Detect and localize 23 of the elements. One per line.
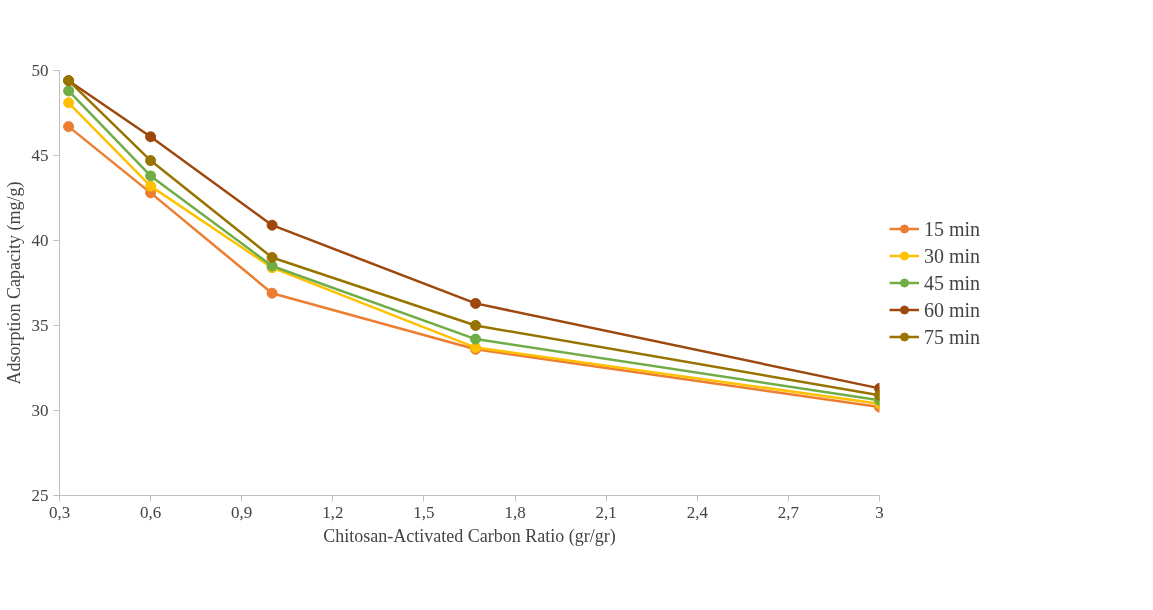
x-tick-label: 0,3 [48, 502, 71, 522]
x-tick-label: 2,1 [595, 502, 617, 522]
y-tick-label: 45 [31, 146, 49, 165]
x-tick-label: 2,4 [686, 502, 709, 522]
legend-label: 30 min [924, 244, 981, 267]
x-tick-label: 0,6 [139, 502, 162, 522]
y-tick-label: 35 [31, 316, 49, 335]
x-tick-label: 0,9 [231, 502, 253, 522]
y-tick-label: 25 [31, 486, 49, 505]
legend-label: 60 min [924, 298, 981, 321]
legend-label: 15 min [924, 217, 981, 240]
x-tick-label: 1,2 [322, 502, 344, 522]
y-tick-label: 30 [31, 401, 49, 420]
x-tick-label: 2,7 [777, 502, 800, 522]
legend-label: 45 min [924, 271, 981, 294]
y-tick-label: 50 [31, 61, 49, 80]
x-tick-label: 1,5 [413, 502, 435, 522]
y-tick-label: 40 [31, 231, 49, 250]
x-tick-label: 3 [875, 502, 884, 522]
legend-label: 75 min [924, 325, 981, 348]
y-axis-title: Adsorption Capacity (mg/g) [3, 181, 25, 385]
x-tick-label: 1,8 [504, 502, 526, 522]
x-axis-title: Chitosan-Activated Carbon Ratio (gr/gr) [323, 525, 616, 547]
